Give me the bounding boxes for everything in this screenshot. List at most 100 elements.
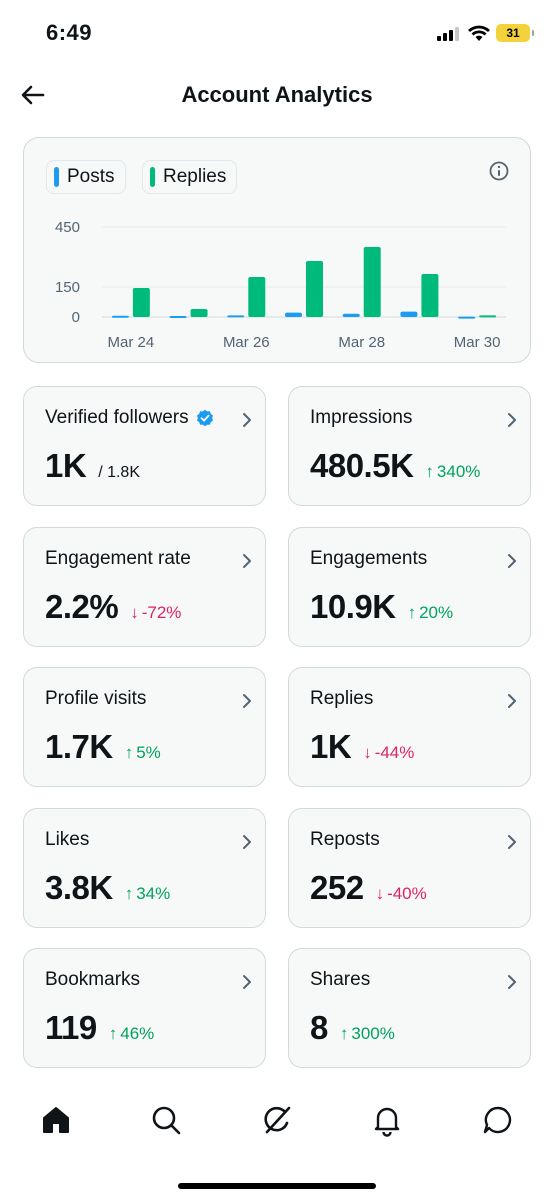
- posts-swatch: [54, 167, 59, 187]
- bar-posts: [400, 311, 418, 317]
- metric-label: Reposts: [310, 829, 380, 851]
- y-tick-label: 450: [55, 219, 80, 236]
- metric-change: ↑ 20%: [408, 603, 454, 623]
- info-button[interactable]: [488, 160, 510, 182]
- metric-card[interactable]: Bookmarks 119 ↑ 46%: [23, 948, 266, 1068]
- metric-label: Likes: [45, 829, 89, 851]
- metric-label-text: Shares: [310, 969, 371, 990]
- legend-replies-label: Replies: [163, 166, 227, 187]
- bar-replies: [132, 288, 150, 317]
- metric-change: ↑ 46%: [109, 1024, 155, 1044]
- legend-replies[interactable]: Replies: [142, 160, 238, 194]
- metric-card[interactable]: Replies 1K ↓ -44%: [288, 667, 531, 787]
- home-icon: [43, 1107, 69, 1133]
- metric-label-text: Likes: [45, 828, 90, 850]
- chart-card: Posts Replies 0 150 450 Mar 24 Mar 26 Mar 28 M…: [23, 137, 531, 363]
- metric-change-value: 34%: [136, 883, 171, 903]
- arrow-down-icon: ↓: [363, 743, 372, 762]
- verified-badge-icon: [196, 409, 213, 427]
- metric-value: 252: [310, 868, 364, 906]
- bar-posts: [111, 315, 129, 318]
- bar-replies: [190, 309, 208, 317]
- metric-value-row: 252 ↓ -40%: [310, 869, 427, 907]
- metric-change-value: 300%: [351, 1024, 395, 1043]
- metric-change: ↓ -44%: [363, 743, 414, 763]
- back-button[interactable]: [18, 80, 48, 110]
- metric-card[interactable]: Engagements 10.9K ↑ 20%: [288, 526, 531, 647]
- x-tick-label: Mar 28: [338, 334, 385, 351]
- metric-change-value: -44%: [374, 743, 415, 762]
- notifications-icon: [374, 1107, 400, 1137]
- nav-messages[interactable]: [480, 1102, 516, 1138]
- search-icon: [152, 1106, 181, 1135]
- metric-label-text: Replies: [310, 688, 374, 709]
- metric-label-text: Verified followers: [45, 407, 189, 428]
- metric-value: 8: [310, 1009, 328, 1046]
- bar-posts: [458, 316, 476, 319]
- metric-label-text: Profile visits: [45, 688, 147, 709]
- x-tick-label: Mar 26: [223, 334, 270, 351]
- bar-chart: 0 150 450 Mar 24 Mar 26 Mar 28 Mar 30: [55, 219, 506, 351]
- bar-posts: [169, 316, 187, 318]
- metric-card[interactable]: Reposts 252 ↓ -40%: [288, 807, 531, 928]
- x-tick-label: Mar 24: [108, 334, 155, 351]
- bar-posts: [342, 313, 360, 317]
- y-tick-label: 0: [72, 309, 80, 326]
- chevron-right-icon: [508, 694, 516, 708]
- page-title: Account Analytics: [181, 82, 373, 107]
- metric-change-value: 46%: [120, 1024, 155, 1043]
- chevron-right-icon: [243, 975, 251, 989]
- nav-notifications[interactable]: [369, 1102, 405, 1138]
- metric-change-value: 5%: [136, 743, 161, 762]
- metric-label: Profile visits: [45, 688, 146, 710]
- metric-label-text: Bookmarks: [45, 969, 141, 990]
- metric-card[interactable]: Profile visits 1.7K ↑ 5%: [23, 667, 266, 787]
- metric-card[interactable]: Likes 3.8K ↑ 34%: [23, 807, 266, 928]
- metric-change-value: -40%: [387, 883, 427, 903]
- metric-label: Engagement rate: [45, 548, 191, 570]
- metric-card[interactable]: Engagement rate 2.2% ↓ -72%: [23, 526, 266, 647]
- metric-value: 3.8K: [45, 868, 113, 906]
- bottom-nav: [0, 1090, 554, 1150]
- metric-change: ↑ 34%: [125, 884, 171, 904]
- replies-swatch: [150, 167, 155, 187]
- metric-value: 2.2%: [45, 587, 119, 625]
- metric-value: 1K: [45, 447, 87, 484]
- bar-replies: [306, 261, 323, 317]
- metric-label-text: Reposts: [310, 828, 380, 850]
- nav-home[interactable]: [38, 1102, 74, 1138]
- metric-card[interactable]: Verified followers 1K / 1.8K: [23, 386, 266, 506]
- metric-change: ↑ 5%: [125, 743, 161, 763]
- nav-grok[interactable]: [259, 1102, 295, 1138]
- cellular-signal-icon: [437, 27, 459, 41]
- grok-icon: [264, 1106, 291, 1134]
- chevron-right-icon: [508, 834, 516, 849]
- chevron-right-icon: [508, 975, 516, 989]
- metric-value-row: 3.8K ↑ 34%: [45, 869, 170, 907]
- nav-search[interactable]: [148, 1102, 184, 1138]
- metric-value-row: 8 ↑ 300%: [310, 1009, 395, 1047]
- battery-indicator: 31: [496, 24, 534, 42]
- metric-label: Impressions: [310, 407, 412, 429]
- metric-card[interactable]: Shares 8 ↑ 300%: [288, 948, 531, 1068]
- arrow-up-icon: ↑: [407, 602, 417, 622]
- chevron-right-icon: [508, 413, 516, 427]
- chevron-right-icon: [243, 834, 251, 849]
- metric-value: 1.7K: [45, 728, 113, 765]
- metric-card[interactable]: Impressions 480.5K ↑ 340%: [288, 386, 531, 506]
- metric-label-text: Impressions: [310, 407, 413, 428]
- legend-posts-label: Posts: [67, 166, 115, 187]
- arrow-down-icon: ↓: [375, 883, 385, 903]
- metric-value-row: 2.2% ↓ -72%: [45, 588, 181, 626]
- metric-value: 1K: [310, 728, 352, 765]
- metric-change: ↑ 340%: [425, 462, 480, 482]
- messages-icon: [483, 1106, 512, 1134]
- legend-posts[interactable]: Posts: [46, 160, 126, 194]
- status-bar: 6:49 31: [0, 0, 554, 60]
- metric-value-row: 480.5K ↑ 340%: [310, 447, 480, 485]
- chevron-right-icon: [243, 694, 251, 708]
- chevron-right-icon: [243, 553, 251, 568]
- bar-replies: [421, 274, 439, 317]
- wifi-icon: [468, 25, 490, 41]
- metric-value-row: 1.7K ↑ 5%: [45, 728, 161, 766]
